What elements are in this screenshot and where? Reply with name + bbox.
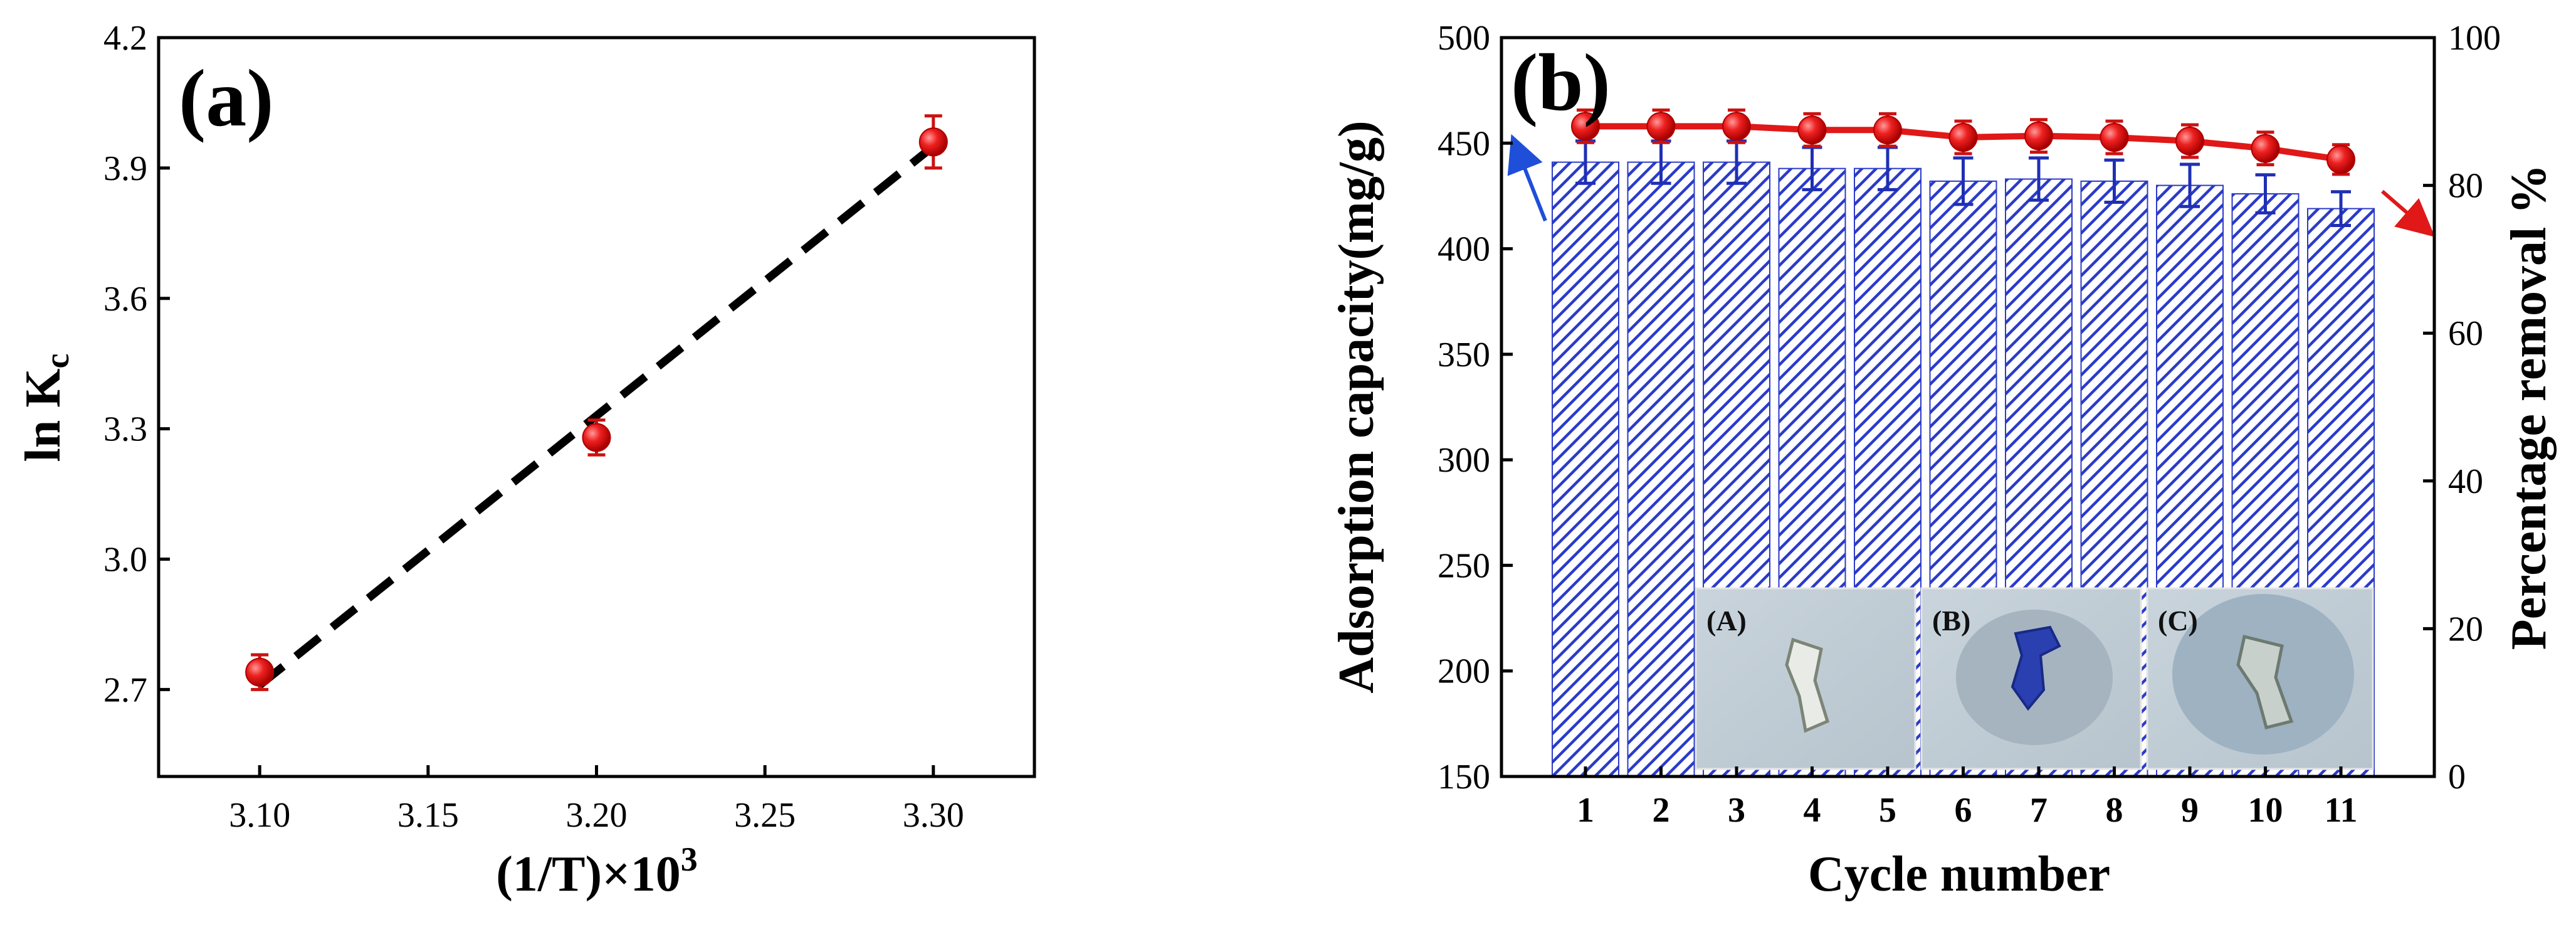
inset-label-c: (C)	[2158, 605, 2198, 637]
panel-b-bar	[1627, 161, 1695, 777]
panel-b-left-tick-label: 450	[1438, 124, 1490, 163]
panel-b-removal-point	[2100, 123, 2129, 152]
panel-b-removal-point	[1873, 115, 1902, 145]
panel-b-removal-point	[2251, 134, 2280, 163]
inset-photo-a-sample	[1785, 637, 1830, 733]
panel-a-data-points	[245, 114, 948, 691]
panel-b-bar-error-bar	[2029, 156, 2049, 202]
panel-b-bar-error-bar	[2180, 162, 2200, 208]
panel-a-x-tick-label: 3.30	[903, 796, 964, 835]
panel-b-left-tick-label: 400	[1438, 230, 1490, 269]
panel-b-left-axis-title: Adsorption capacity(mg/g)	[1329, 120, 1384, 693]
panel-b-right-axis: 0 20 40 60 80 100	[2423, 19, 2501, 797]
inset-photo-c-sample	[2236, 634, 2294, 730]
panel-b-removal-point	[2024, 121, 2053, 151]
panel-a-label: (a)	[179, 53, 274, 144]
panel-b-left-axis: 150 200 250 300 350 400 450 500	[1438, 19, 1513, 797]
panel-a-y-axis: 2.7 3.0 3.3 3.6 3.9 4.2	[103, 19, 170, 709]
panel-a-y-tick-label: 3.3	[103, 410, 147, 449]
panel-b-x-tick-label: 6	[1955, 791, 1972, 830]
panel-b-bar-error-bar	[2255, 173, 2276, 215]
panel-b-x-tick-label: 9	[2181, 791, 2199, 830]
panel-b-x-axis-title: Cycle number	[1808, 847, 2110, 902]
panel-b-x-tick-label: 5	[1879, 791, 1896, 830]
panel-b-bar-error-bars	[1575, 139, 2351, 228]
panel-b-removal-point	[1797, 115, 1827, 145]
panel-b-right-tick-label: 100	[2448, 19, 2501, 58]
panel-b-right-tick-label: 40	[2448, 462, 2483, 501]
inset-label-b: (B)	[1932, 605, 1970, 637]
panel-b-left-tick-label: 250	[1438, 546, 1490, 585]
inset-label-a: (A)	[1706, 605, 1747, 637]
panel-b-removal-point	[2175, 126, 2204, 156]
panel-b-right-tick-label: 20	[2448, 610, 2483, 649]
panel-b-left-tick-label: 500	[1438, 19, 1490, 58]
panel-b-x-tick-label: 11	[2325, 791, 2358, 830]
panel-a-fit-dashed-line	[257, 143, 936, 689]
panel-a-y-axis-title: ln Kc	[16, 354, 76, 462]
panel-a-y-tick-label: 3.0	[103, 541, 147, 580]
inset-photos: (A) (B) (C)	[1695, 587, 2374, 770]
panel-a-x-axis: 3.10 3.15 3.20 3.25 3.30	[229, 765, 964, 835]
inset-photo-b-sample	[2011, 625, 2061, 711]
panel-b-x-tick-label: 1	[1577, 791, 1594, 830]
panel-b-plot-frame	[1500, 36, 2436, 778]
panel-b-x-axis: 1 2 3 4 5 6 7 8 9 10 11	[1577, 766, 2357, 830]
panel-b-right-tick-label: 0	[2448, 758, 2466, 797]
panel-b-left-tick-label: 200	[1438, 652, 1490, 691]
panel-a-data-point	[582, 423, 611, 452]
panel-b-x-tick-label: 7	[2030, 791, 2048, 830]
panel-b-bar-error-bar	[1953, 156, 1974, 206]
panel-b-x-tick-label: 2	[1653, 791, 1670, 830]
panel-b-x-tick-label: 3	[1728, 791, 1745, 830]
panel-b-left-tick-label: 150	[1438, 758, 1490, 797]
panel-a-x-axis-title: (1/T)×103	[496, 840, 697, 902]
panel-b-bar-error-bar	[2104, 158, 2125, 204]
panel-b-removal-point	[1646, 112, 1676, 141]
panel-a-fit-line	[257, 143, 936, 689]
panel-b-bar-error-bar	[2331, 190, 2351, 228]
panel-b-left-tick-label: 300	[1438, 441, 1490, 480]
panel-b-x-tick-label: 8	[2106, 791, 2123, 830]
panel-b-left-tick-label: 350	[1438, 336, 1490, 374]
panel-a-x-tick-label: 3.25	[734, 796, 796, 835]
panel-a-x-tick-label: 3.15	[397, 796, 459, 835]
panel-b-right-axis-title: Percentage removal %	[2501, 164, 2557, 650]
panel-a-y-tick-label: 3.9	[103, 149, 147, 188]
panel-a: 2.73.03.33.63.94.2 3.10 3.15 3.20 3.25 3.30 …	[16, 19, 1036, 902]
panel-b-removal-point	[1948, 123, 1978, 152]
panel-a-y-tick-label: 4.2	[103, 19, 147, 58]
inset-photo-a	[1695, 587, 1916, 770]
panel-b-removal-point	[2326, 145, 2355, 174]
panel-a-y-tick-label: 3.6	[103, 280, 147, 319]
panel-b-x-tick-label: 4	[1804, 791, 1821, 830]
panel-b-removal-line	[1571, 108, 2355, 176]
left-axis-arrow	[1507, 134, 1547, 222]
panel-a-x-tick-label: 3.20	[566, 796, 628, 835]
panel-b-x-tick-label: 10	[2248, 791, 2283, 830]
panel-a-data-point	[918, 127, 948, 157]
panel-b-removal-point	[1571, 112, 1600, 141]
panel-b-label: (b)	[1511, 38, 1611, 128]
panel-a-x-tick-label: 3.10	[229, 796, 290, 835]
panel-b-removal-point	[1722, 112, 1751, 141]
panel-a-data-point	[245, 657, 275, 687]
panel-b-right-tick-label: 60	[2448, 314, 2483, 353]
panel-a-y-tick-label: 2.7	[103, 670, 147, 709]
right-axis-arrow	[2381, 189, 2436, 237]
panel-b-right-tick-label: 80	[2448, 167, 2483, 206]
panel-a-plot-frame	[157, 36, 1036, 778]
panel-b-bar	[1552, 161, 1619, 777]
